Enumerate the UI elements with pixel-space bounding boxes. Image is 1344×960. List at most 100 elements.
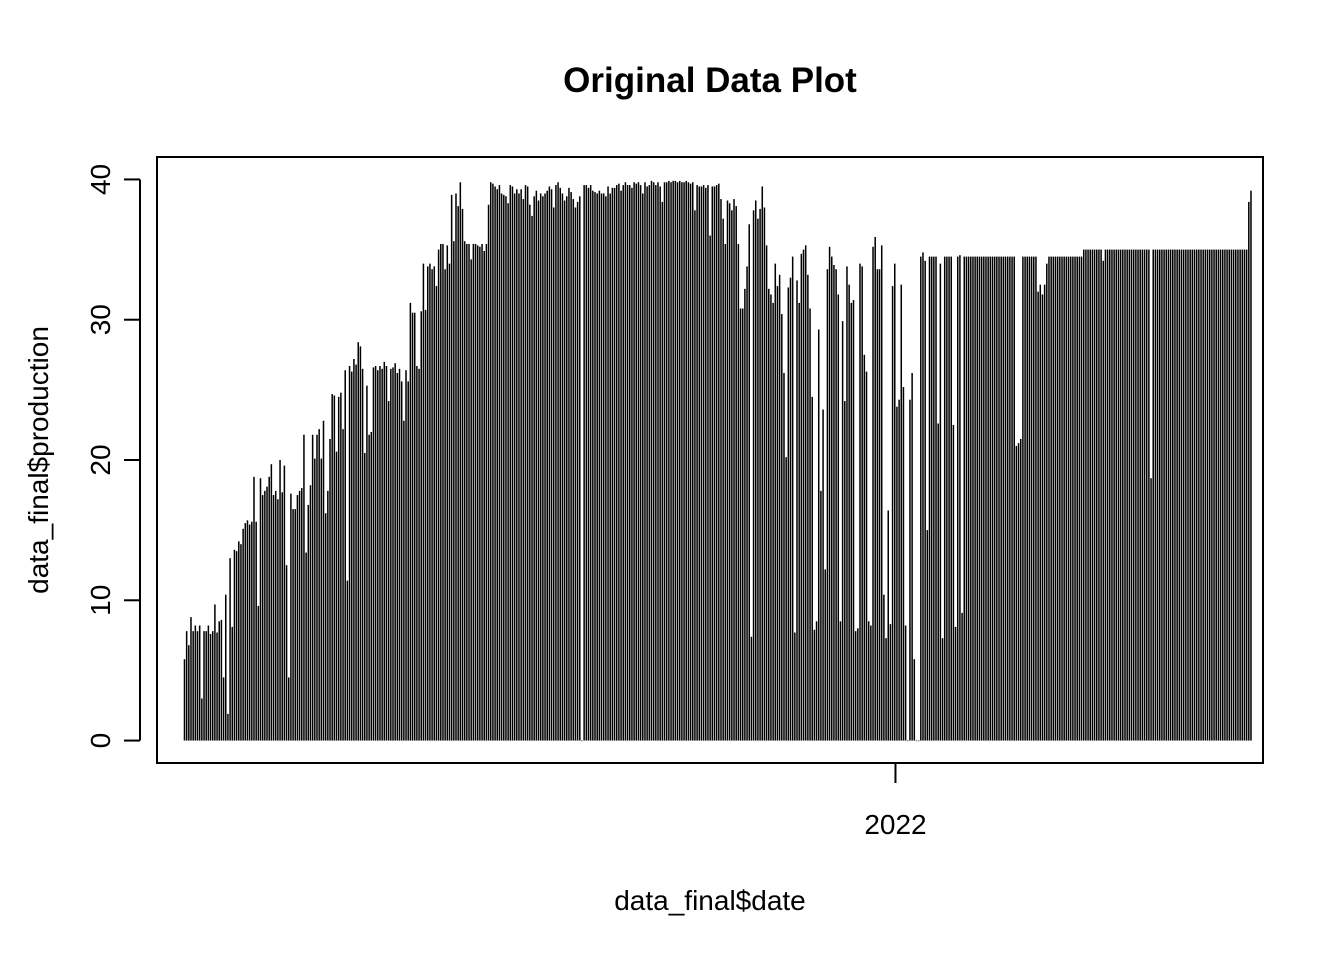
bar xyxy=(718,183,720,741)
bar xyxy=(820,490,822,741)
bar xyxy=(644,182,646,741)
bar xyxy=(581,740,583,742)
bar xyxy=(381,368,383,741)
bar xyxy=(355,364,357,741)
bar xyxy=(1074,256,1076,741)
bar xyxy=(763,207,766,741)
bar xyxy=(611,187,614,741)
bar xyxy=(1124,249,1126,741)
bar xyxy=(1096,249,1098,741)
bar xyxy=(277,499,279,741)
bar xyxy=(941,638,944,741)
bar xyxy=(390,368,392,741)
bar xyxy=(1022,256,1024,741)
bar xyxy=(694,210,696,741)
bar xyxy=(487,204,490,741)
bar xyxy=(987,256,989,741)
bar xyxy=(1211,249,1213,741)
bar xyxy=(933,256,935,741)
bar xyxy=(1063,256,1065,741)
bar xyxy=(787,287,790,741)
bar xyxy=(831,256,833,741)
bar xyxy=(194,625,197,741)
bar xyxy=(203,631,205,741)
bar xyxy=(374,366,377,741)
bar xyxy=(1189,249,1191,741)
bar xyxy=(264,490,266,741)
bar xyxy=(1158,249,1161,741)
bar xyxy=(407,381,409,741)
bar xyxy=(1180,249,1183,741)
bar xyxy=(218,621,220,741)
bar xyxy=(813,629,816,741)
bar xyxy=(526,186,529,741)
bar xyxy=(952,424,955,741)
bar xyxy=(1087,249,1089,741)
bar xyxy=(726,200,729,741)
bar xyxy=(348,366,351,741)
bar xyxy=(431,269,433,741)
bar xyxy=(552,207,555,741)
bar xyxy=(285,565,288,741)
bar xyxy=(713,186,716,741)
bar xyxy=(741,308,744,741)
bar xyxy=(1150,478,1152,741)
bar xyxy=(1054,256,1057,741)
bar xyxy=(429,263,431,741)
bar xyxy=(839,621,842,741)
chart-title: Original Data Plot xyxy=(563,61,857,100)
bar xyxy=(257,605,260,741)
bar xyxy=(246,520,249,741)
bar xyxy=(314,458,316,741)
bar xyxy=(1148,249,1150,741)
bar xyxy=(353,359,355,741)
bar xyxy=(1015,445,1018,741)
y-axis: 0 10 20 30 40 xyxy=(85,164,141,748)
bar xyxy=(998,256,1000,741)
bar xyxy=(954,626,957,741)
bar xyxy=(535,190,538,741)
bar xyxy=(852,300,855,741)
bar xyxy=(715,185,718,741)
bar xyxy=(472,243,475,741)
bar xyxy=(950,256,952,741)
bar xyxy=(930,256,933,741)
bar xyxy=(596,193,598,741)
bar xyxy=(305,552,307,741)
bar xyxy=(585,185,588,741)
bar xyxy=(798,302,800,741)
bar xyxy=(770,294,772,741)
bar xyxy=(453,241,455,741)
bar xyxy=(524,185,527,741)
bar xyxy=(405,370,407,741)
bar xyxy=(435,286,438,741)
bar xyxy=(466,243,468,741)
bar xyxy=(744,288,746,741)
bar xyxy=(815,621,818,741)
bar xyxy=(807,274,809,741)
bar xyxy=(633,182,635,741)
bar xyxy=(811,396,813,741)
bar xyxy=(372,367,375,741)
bar xyxy=(993,256,996,741)
bar xyxy=(361,368,364,741)
bar xyxy=(1109,249,1111,741)
bar xyxy=(220,619,223,741)
bar xyxy=(476,245,479,741)
bar xyxy=(544,193,546,741)
bar xyxy=(728,203,731,741)
bar xyxy=(826,269,829,741)
bar xyxy=(891,286,894,741)
bar xyxy=(1098,249,1100,741)
bar xyxy=(907,740,909,742)
bar xyxy=(917,740,920,742)
bar xyxy=(1106,249,1109,741)
bar xyxy=(377,370,379,741)
bar xyxy=(196,631,199,741)
bar xyxy=(685,180,687,741)
bar xyxy=(1117,249,1120,741)
bar xyxy=(503,194,505,741)
bar xyxy=(772,302,774,741)
bar xyxy=(943,256,946,741)
bar xyxy=(394,363,396,741)
